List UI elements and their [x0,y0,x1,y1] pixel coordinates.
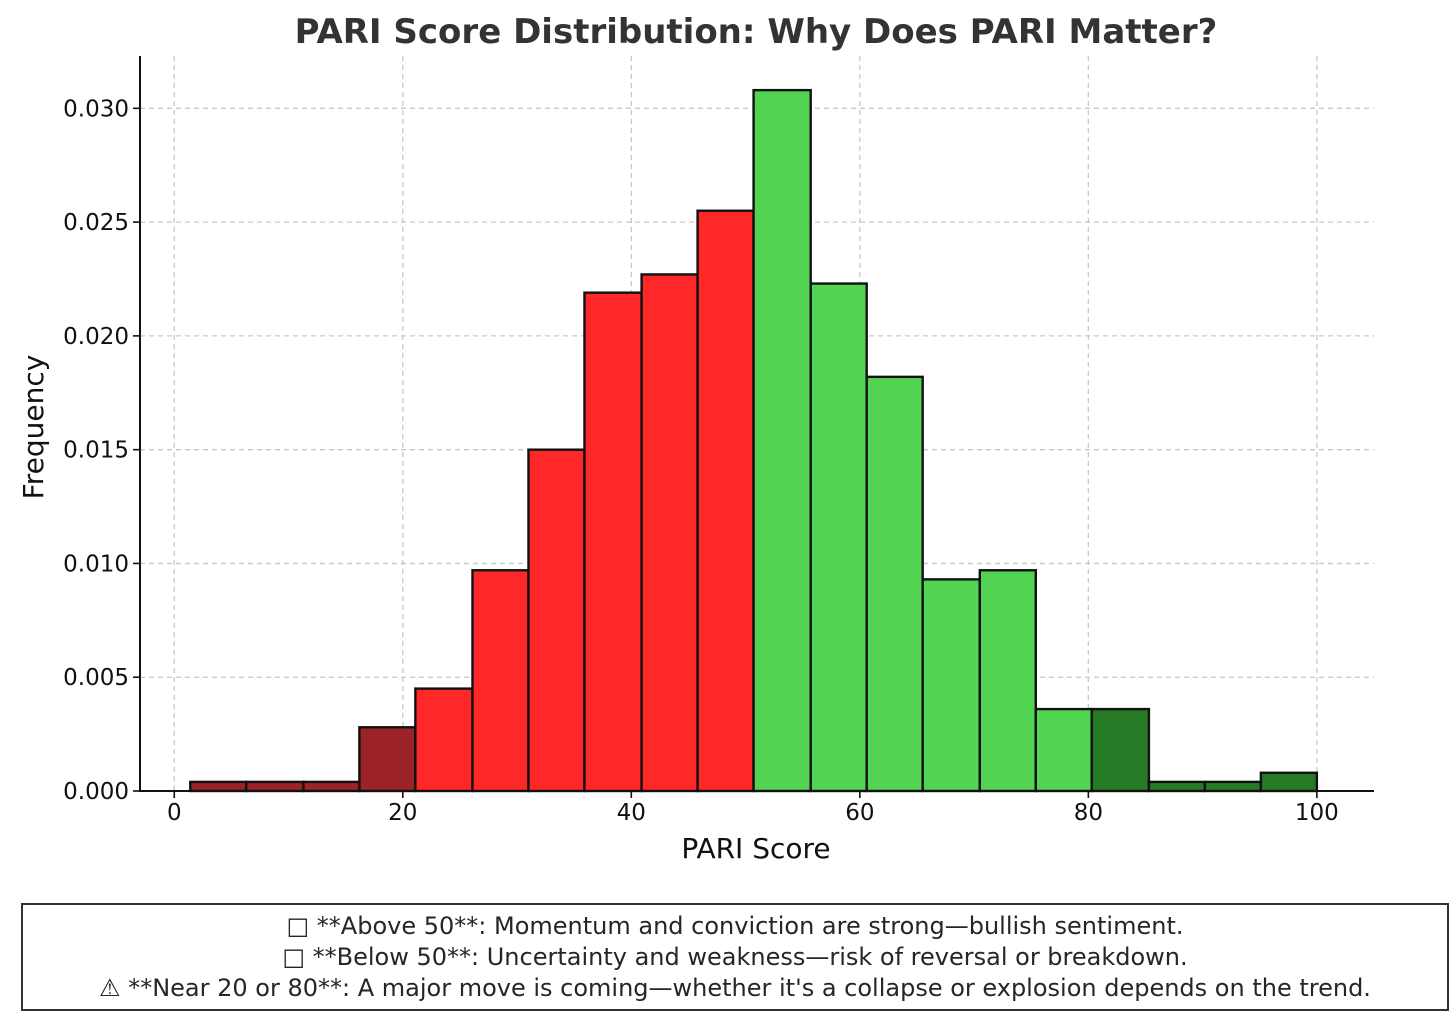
histogram-bar [527,448,586,793]
histogram-bar [1034,707,1093,793]
y-tick-label: 0.010 [63,551,129,577]
histogram-bar [189,780,248,793]
histogram-bar [358,726,417,793]
histogram-bar [865,375,924,793]
y-axis-label: Frequency [17,355,50,500]
histogram-bar [414,687,474,793]
x-tick-label: 80 [1074,800,1103,826]
histogram-bar [1147,780,1207,793]
histogram-bars [189,88,1319,793]
histogram-bar [583,291,643,793]
y-tick-label: 0.020 [63,324,129,350]
histogram-bar [640,273,699,793]
histogram-bar [696,209,755,793]
histogram-bar [302,780,361,793]
x-axis-label: PARI Score [681,832,830,865]
axes [139,56,1374,792]
histogram-bar [752,88,812,793]
chart-title: PARI Score Distribution: Why Does PARI M… [295,12,1218,52]
x-tick-label: 20 [388,800,417,826]
note-below-50: □ **Below 50**: Uncertainty and weakness… [282,942,1188,971]
y-tick-label: 0.030 [63,96,129,122]
x-tick-label: 100 [1295,800,1339,826]
y-tick-label: 0.025 [63,210,129,236]
histogram-bar [1090,707,1151,793]
histogram-bar [471,569,530,793]
x-tick-label: 0 [167,800,182,826]
x-tick-label: 40 [617,800,646,826]
histogram-bar [1203,780,1263,793]
ticks: 0 20 40 60 80 100 0.000 0.005 0.010 0.015 0.020 0.0… [63,96,1339,826]
y-tick-label: 0.015 [63,438,129,464]
histogram-bar [1259,771,1319,793]
pari-histogram-chart: PARI Score Distribution: Why Does PARI M… [17,12,1374,865]
note-above-50: □ **Above 50**: Momentum and conviction … [286,911,1184,940]
histogram-bar [978,569,1037,793]
x-tick-label: 60 [845,800,874,826]
y-tick-label: 0.005 [63,665,129,691]
histogram-bar [809,282,868,793]
y-tick-label: 0.000 [63,779,129,805]
note-near-20-80: ⚠ **Near 20 or 80**: A major move is com… [99,973,1371,1002]
explanation-box: □ **Above 50**: Momentum and conviction … [21,903,1449,1011]
histogram-bar [921,578,982,793]
histogram-bar [245,780,305,793]
